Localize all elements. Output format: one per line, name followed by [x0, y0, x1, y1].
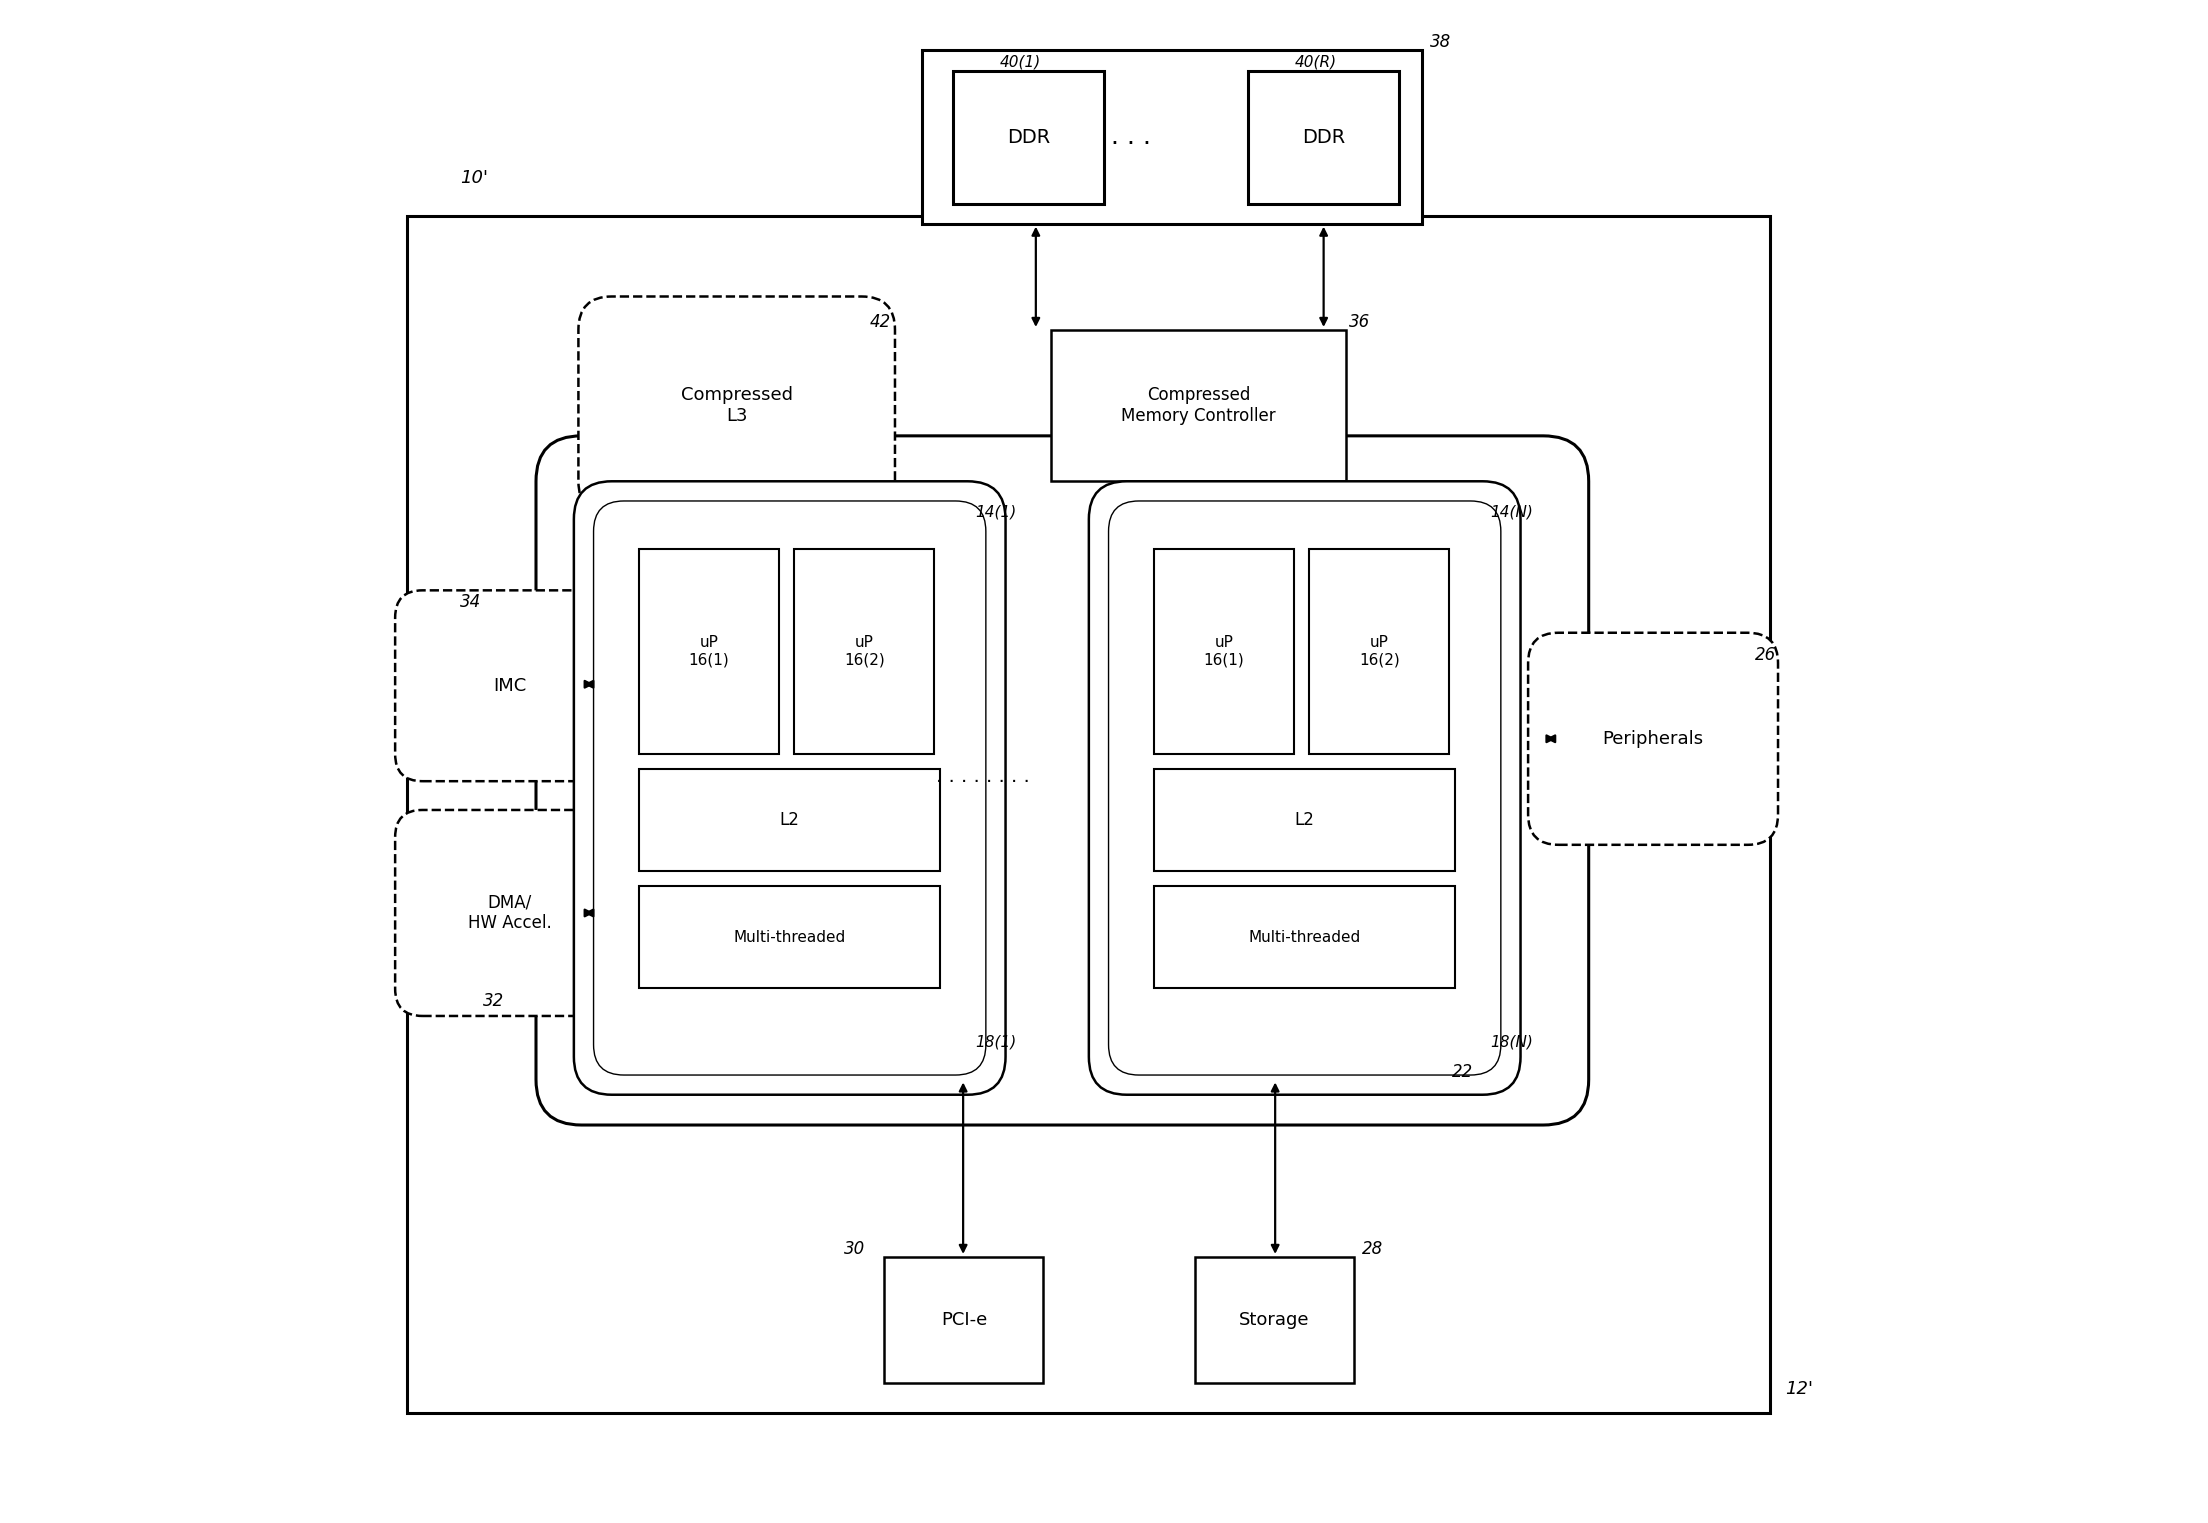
- Bar: [1155, 550, 1294, 754]
- Text: Compressed
L3: Compressed L3: [680, 387, 793, 425]
- Text: Compressed
Memory Controller: Compressed Memory Controller: [1122, 387, 1276, 425]
- Text: Peripherals: Peripherals: [1603, 730, 1705, 748]
- Text: Multi-threaded: Multi-threaded: [733, 931, 846, 944]
- Bar: [923, 50, 1422, 224]
- Text: 42: 42: [870, 314, 890, 330]
- Text: 14(N): 14(N): [1490, 504, 1532, 519]
- Text: DMA/
HW Accel.: DMA/ HW Accel.: [468, 894, 552, 932]
- Text: uP
16(2): uP 16(2): [843, 635, 885, 667]
- FancyBboxPatch shape: [578, 297, 894, 515]
- Text: uP
16(2): uP 16(2): [1358, 635, 1400, 667]
- Text: 28: 28: [1362, 1240, 1382, 1258]
- Text: 10': 10': [459, 169, 488, 187]
- Bar: [952, 70, 1104, 204]
- Text: Multi-threaded: Multi-threaded: [1248, 931, 1360, 944]
- Text: L2: L2: [1294, 812, 1314, 829]
- Bar: [406, 216, 1771, 1413]
- Text: . . . . . . . .: . . . . . . . .: [936, 768, 1029, 786]
- Text: . . .: . . .: [1111, 125, 1150, 149]
- Bar: [638, 886, 941, 988]
- Text: 18(1): 18(1): [976, 1034, 1016, 1049]
- FancyBboxPatch shape: [1528, 632, 1777, 845]
- Text: 22: 22: [1453, 1063, 1473, 1081]
- Bar: [885, 1256, 1044, 1383]
- Text: 18(N): 18(N): [1490, 1034, 1532, 1049]
- FancyBboxPatch shape: [594, 501, 985, 1075]
- FancyBboxPatch shape: [537, 436, 1590, 1125]
- Text: 12': 12': [1786, 1380, 1813, 1398]
- Bar: [638, 769, 941, 871]
- Text: 38: 38: [1429, 34, 1451, 52]
- Bar: [1195, 1256, 1354, 1383]
- Text: 40(R): 40(R): [1294, 55, 1338, 69]
- Text: 36: 36: [1349, 314, 1371, 330]
- Bar: [1248, 70, 1400, 204]
- Text: DDR: DDR: [1303, 128, 1345, 146]
- FancyBboxPatch shape: [395, 810, 625, 1016]
- Text: Storage: Storage: [1239, 1311, 1309, 1328]
- Text: DDR: DDR: [1007, 128, 1049, 146]
- Text: IMC: IMC: [492, 676, 526, 694]
- Text: 40(1): 40(1): [1000, 55, 1042, 69]
- FancyBboxPatch shape: [1108, 501, 1501, 1075]
- Text: L2: L2: [779, 812, 799, 829]
- Bar: [1309, 550, 1448, 754]
- Text: uP
16(1): uP 16(1): [1203, 635, 1245, 667]
- FancyBboxPatch shape: [574, 481, 1005, 1095]
- FancyBboxPatch shape: [395, 591, 625, 781]
- Text: 34: 34: [459, 594, 481, 611]
- Bar: [638, 550, 779, 754]
- Bar: [1051, 330, 1347, 481]
- Text: 26: 26: [1755, 646, 1777, 664]
- Bar: [795, 550, 934, 754]
- Text: 14(1): 14(1): [976, 504, 1016, 519]
- Text: 32: 32: [484, 991, 503, 1010]
- Text: PCI-e: PCI-e: [941, 1311, 987, 1328]
- Text: 30: 30: [843, 1240, 866, 1258]
- Bar: [1155, 769, 1455, 871]
- FancyBboxPatch shape: [1089, 481, 1521, 1095]
- Text: uP
16(1): uP 16(1): [689, 635, 729, 667]
- Bar: [1155, 886, 1455, 988]
